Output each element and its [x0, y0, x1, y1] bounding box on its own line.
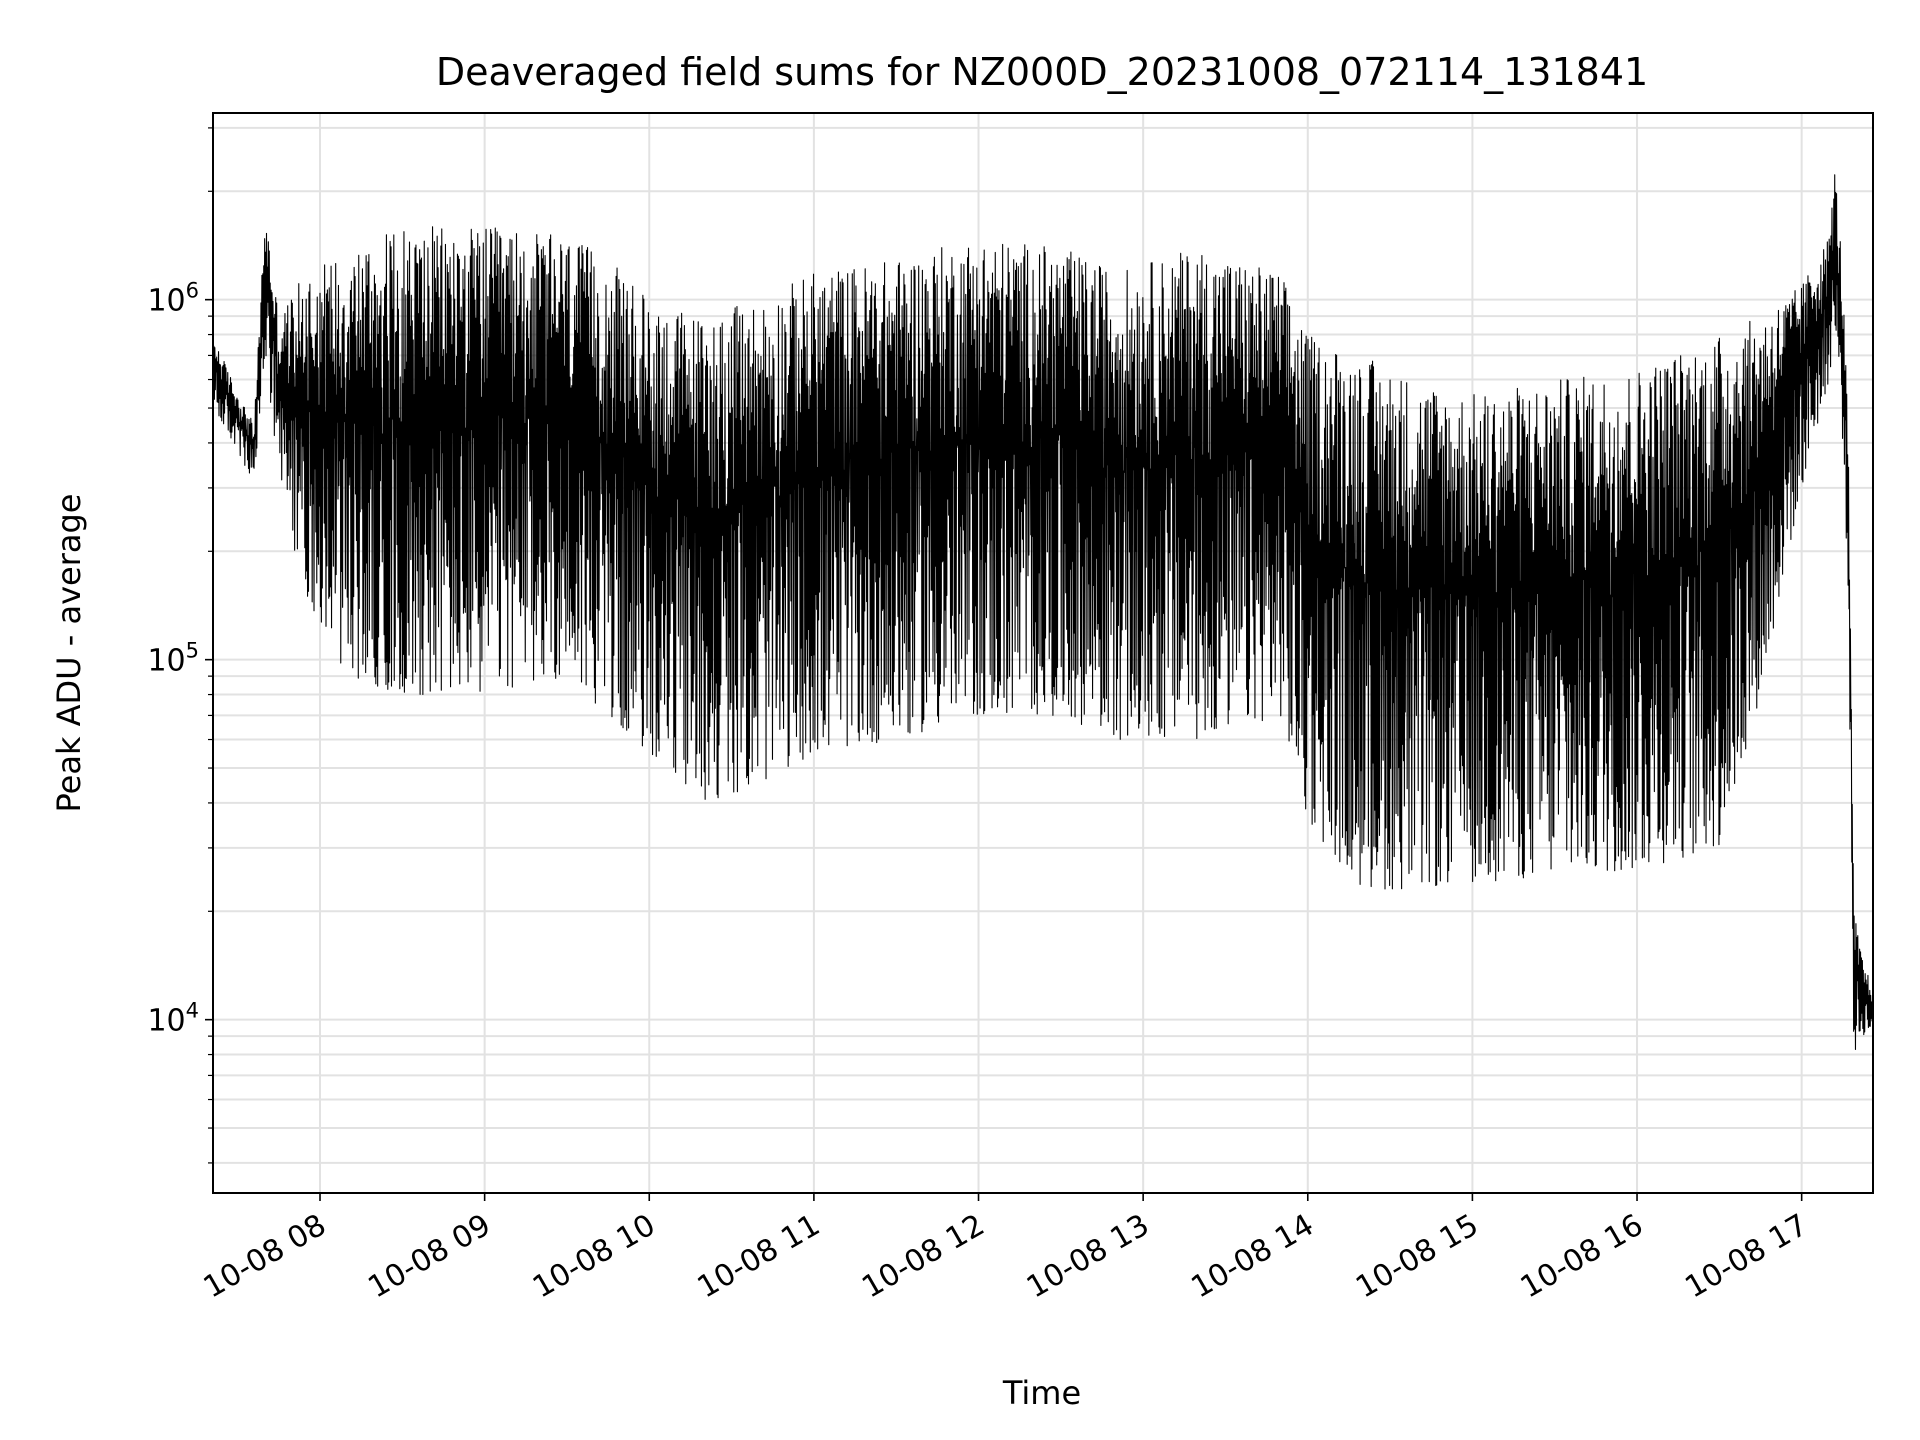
series-layer	[212, 174, 1874, 1050]
x-axis-title: Time	[1002, 1374, 1081, 1412]
series-line	[212, 174, 1874, 1050]
plot-frame	[212, 112, 1874, 1194]
y-tick-label: 105	[147, 639, 199, 679]
y-tick-label-exponent: 5	[186, 639, 199, 663]
y-tick-label-exponent: 4	[186, 999, 199, 1023]
y-tick-label-base: 10	[147, 644, 185, 679]
y-tick-label: 104	[147, 999, 199, 1039]
y-tick-label-exponent: 6	[186, 279, 199, 303]
y-tick-label-base: 10	[147, 1004, 185, 1039]
y-tick-label: 106	[147, 279, 199, 319]
y-tick-label-base: 10	[147, 284, 185, 319]
chart-title: Deaveraged field sums for NZ000D_2023100…	[436, 50, 1648, 94]
y-axis-title: Peak ADU - average	[50, 494, 88, 813]
